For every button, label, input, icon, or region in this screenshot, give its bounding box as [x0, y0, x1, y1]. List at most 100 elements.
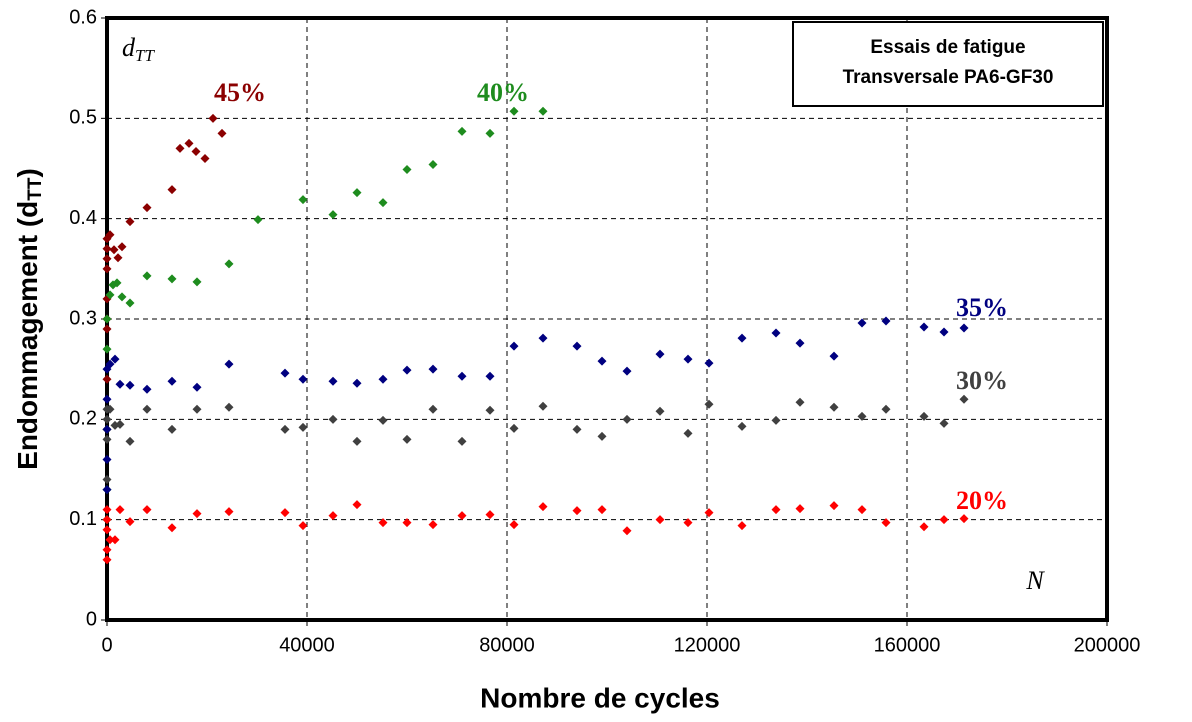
point	[125, 380, 135, 390]
point	[280, 424, 290, 434]
point	[191, 146, 201, 156]
point	[704, 358, 714, 368]
point	[102, 505, 112, 515]
point	[125, 517, 135, 527]
point	[167, 424, 177, 434]
chart-title: Essais de fatigue	[870, 37, 1025, 58]
point	[597, 505, 607, 515]
chart-title: Transversale PA6-GF30	[843, 67, 1054, 88]
point	[881, 518, 891, 528]
point	[881, 316, 891, 326]
point	[280, 508, 290, 518]
x-tick-label: 120000	[674, 634, 741, 656]
series-label: 30%	[956, 366, 1008, 395]
point	[378, 374, 388, 384]
point	[192, 404, 202, 414]
title-box	[792, 21, 1104, 107]
point	[117, 292, 127, 302]
point	[298, 195, 308, 205]
point	[428, 364, 438, 374]
point	[457, 511, 467, 521]
point	[622, 366, 632, 376]
point	[737, 521, 747, 531]
point	[402, 434, 412, 444]
point	[572, 506, 582, 516]
point	[200, 153, 210, 163]
point	[102, 475, 112, 485]
point	[112, 278, 122, 288]
point	[457, 436, 467, 446]
point	[102, 344, 112, 354]
point	[538, 106, 548, 116]
annotation: dTT	[122, 33, 155, 65]
point	[428, 404, 438, 414]
point	[192, 277, 202, 287]
point	[509, 106, 519, 116]
annotation-part: d	[122, 33, 136, 62]
point	[102, 324, 112, 334]
point	[217, 128, 227, 138]
point	[857, 505, 867, 515]
point	[102, 394, 112, 404]
point	[378, 198, 388, 208]
point	[959, 323, 969, 333]
point	[485, 371, 495, 381]
point	[352, 500, 362, 510]
point	[102, 454, 112, 464]
point	[378, 415, 388, 425]
y-tick-label: 0	[86, 608, 97, 630]
point	[142, 384, 152, 394]
point	[110, 535, 120, 545]
point	[175, 143, 185, 153]
point	[110, 354, 120, 364]
point	[622, 414, 632, 424]
y-axis-label-part: )	[12, 168, 43, 177]
point	[597, 431, 607, 441]
point	[538, 401, 548, 411]
point	[102, 434, 112, 444]
x-tick-label: 160000	[874, 634, 941, 656]
point	[655, 406, 665, 416]
point	[142, 271, 152, 281]
point	[683, 428, 693, 438]
point	[102, 424, 112, 434]
point	[352, 436, 362, 446]
point	[509, 520, 519, 530]
point	[208, 113, 218, 123]
point	[142, 203, 152, 213]
point	[428, 159, 438, 169]
point	[881, 404, 891, 414]
point	[102, 555, 112, 565]
point	[655, 515, 665, 525]
point	[125, 298, 135, 308]
point	[102, 414, 112, 424]
point	[192, 382, 202, 392]
point	[113, 253, 123, 263]
point	[298, 374, 308, 384]
point	[125, 436, 135, 446]
point	[829, 351, 839, 361]
point	[224, 402, 234, 412]
point	[683, 518, 693, 528]
y-axis-label: Endommagement (dTT)	[12, 168, 46, 470]
y-tick-label: 0.6	[69, 6, 97, 28]
series-label: 35%	[956, 293, 1008, 322]
point	[167, 185, 177, 195]
point	[117, 242, 127, 252]
y-axis-label-sub: TT	[25, 177, 46, 201]
point	[298, 422, 308, 432]
point	[919, 522, 929, 532]
point	[795, 397, 805, 407]
point	[102, 244, 112, 254]
x-tick-label: 0	[101, 634, 112, 656]
y-tick-label: 0.1	[69, 508, 97, 530]
point	[105, 230, 115, 240]
point	[328, 210, 338, 220]
point	[224, 359, 234, 369]
point	[485, 510, 495, 520]
point	[253, 215, 263, 225]
point	[105, 359, 115, 369]
series-label: 20%	[956, 486, 1008, 515]
point	[428, 520, 438, 530]
